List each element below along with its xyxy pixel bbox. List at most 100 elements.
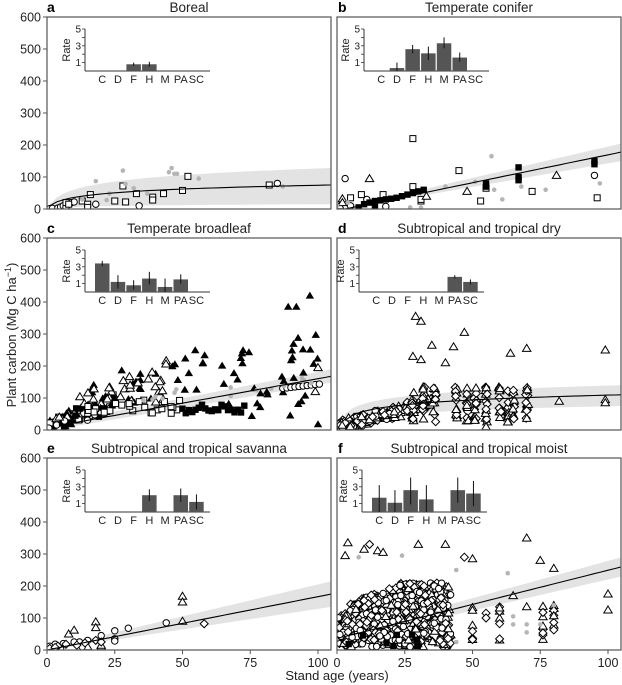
marker-open-diamond xyxy=(438,600,448,610)
marker-open-triangle xyxy=(410,311,421,320)
marker-open-diamond xyxy=(450,391,461,401)
y-tick-label: 500 xyxy=(20,43,41,57)
marker-open-circle xyxy=(430,619,438,627)
marker-filled-square xyxy=(234,406,241,413)
marker-open-circle xyxy=(341,174,349,183)
marker-filled-triangle xyxy=(283,302,293,310)
panel-frame xyxy=(336,457,622,651)
marker-open-triangle xyxy=(521,533,532,542)
marker-open-triangle xyxy=(82,387,94,397)
marker-open-triangle xyxy=(312,362,324,372)
marker-filled-triangle xyxy=(68,416,78,424)
marker-open-diamond xyxy=(400,599,411,609)
inset-y-tick-label: 5 xyxy=(75,246,81,257)
marker-filled-square xyxy=(409,189,417,197)
marker-gray-dot xyxy=(141,398,146,403)
marker-open-triangle xyxy=(408,601,419,610)
marker-open-triangle xyxy=(461,186,473,195)
inset-y-tick-label: 3 xyxy=(75,262,81,273)
marker-filled-square xyxy=(231,409,238,416)
marker-filled-square xyxy=(345,640,352,648)
inset-y-tick-label: 3 xyxy=(349,262,355,273)
marker-filled-square xyxy=(208,407,215,415)
marker-open-square xyxy=(347,194,355,202)
scatter-points xyxy=(337,135,603,209)
marker-filled-triangle xyxy=(236,354,246,362)
marker-open-square xyxy=(409,135,417,143)
marker-filled-square xyxy=(482,183,490,190)
marker-open-triangle xyxy=(310,386,321,396)
marker-open-square xyxy=(100,408,108,416)
marker-filled-triangle xyxy=(229,369,239,377)
marker-filled-triangle xyxy=(252,399,262,407)
marker-gray-dot xyxy=(228,385,233,390)
marker-gray-dot xyxy=(144,191,150,196)
marker-open-triangle xyxy=(150,381,161,391)
marker-open-diamond xyxy=(401,607,411,617)
marker-open-triangle xyxy=(451,404,462,413)
fit-line xyxy=(342,566,621,638)
inset-category-label: C xyxy=(98,74,106,86)
marker-open-diamond xyxy=(422,597,433,608)
marker-open-triangle xyxy=(359,544,370,553)
marker-open-diamond xyxy=(549,625,559,635)
marker-filled-square xyxy=(68,414,75,421)
marker-open-diamond xyxy=(342,616,353,626)
marker-gray-dot xyxy=(280,184,286,189)
inset-category-label: D xyxy=(393,74,401,86)
marker-gray-dot xyxy=(356,554,361,560)
marker-open-triangle xyxy=(600,397,611,407)
marker-open-triangle xyxy=(495,383,506,393)
marker-open-square xyxy=(90,408,98,416)
marker-open-triangle xyxy=(340,550,351,560)
marker-filled-square xyxy=(393,631,400,639)
panel-letter: c xyxy=(47,220,55,236)
marker-open-triangle xyxy=(522,384,533,394)
inset-bar xyxy=(126,64,141,71)
marker-open-triangle xyxy=(521,601,532,611)
inset-y-label: Rate xyxy=(340,38,352,61)
marker-gray-dot xyxy=(551,602,557,608)
inset-category-label: D xyxy=(114,295,122,307)
y-tick-label: 600 xyxy=(20,11,41,25)
marker-open-circle xyxy=(135,202,143,209)
panel-title: Temperate conifer xyxy=(425,0,534,15)
marker-filled-triangle xyxy=(63,419,73,427)
marker-gray-dot xyxy=(79,197,85,202)
marker-open-diamond xyxy=(419,619,430,630)
marker-filled-square xyxy=(366,199,373,206)
marker-open-circle xyxy=(315,380,324,388)
marker-filled-square xyxy=(185,406,193,414)
panel-letter: f xyxy=(338,440,343,456)
x-tick-label: 100 xyxy=(598,656,619,670)
marker-open-triangle xyxy=(88,383,100,393)
marker-open-circle xyxy=(111,637,119,645)
inset-y-tick-label: 1 xyxy=(354,58,360,69)
marker-filled-square xyxy=(393,194,400,201)
marker-open-triangle xyxy=(443,608,454,617)
marker-filled-triangle xyxy=(136,384,145,392)
marker-gray-dot xyxy=(537,622,543,627)
marker-open-diamond xyxy=(199,619,209,629)
marker-open-triangle xyxy=(103,382,115,392)
marker-open-diamond xyxy=(436,593,446,603)
marker-open-square xyxy=(84,203,92,209)
x-axis-label: Stand age (years) xyxy=(285,668,388,683)
marker-filled-square xyxy=(218,401,225,408)
panel-title: Subtropical and tropical dry xyxy=(397,221,561,236)
marker-gray-dot xyxy=(173,387,179,392)
inset-y-label: Rate xyxy=(335,259,347,282)
marker-open-diamond xyxy=(467,634,478,645)
inset-category-label: SC xyxy=(463,295,478,307)
marker-filled-triangle xyxy=(247,412,257,420)
fit-line xyxy=(49,184,331,207)
y-tick-label: 100 xyxy=(20,392,41,406)
marker-filled-square xyxy=(371,202,379,209)
marker-filled-triangle xyxy=(293,333,303,341)
marker-filled-square xyxy=(202,405,209,412)
marker-open-triangle xyxy=(494,412,505,422)
